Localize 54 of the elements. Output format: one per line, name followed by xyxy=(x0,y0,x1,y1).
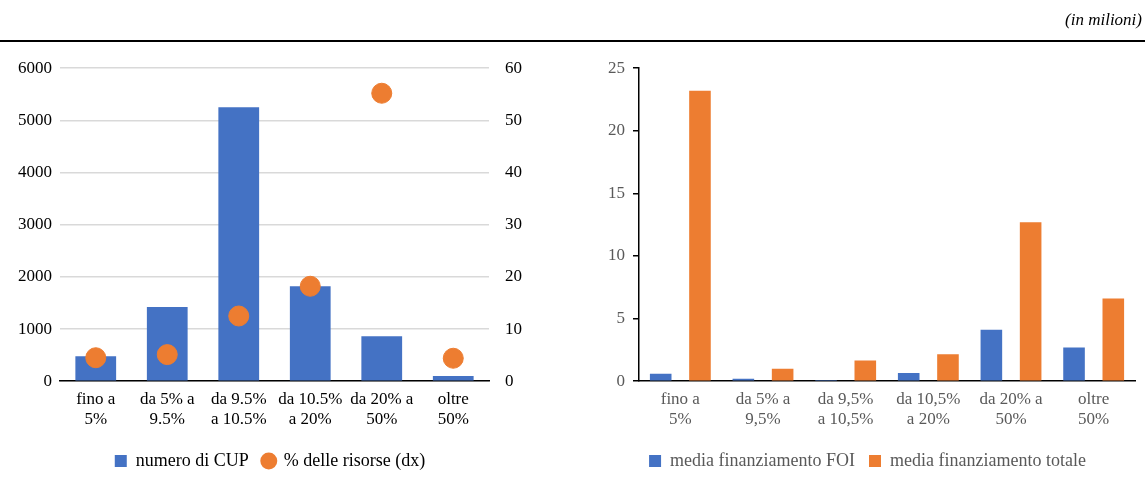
y2-tick-label: 10 xyxy=(505,318,522,338)
x-tick-label: da 20% a 50% xyxy=(979,388,1044,429)
y-tick-label: 5 xyxy=(616,308,625,328)
y-tick-label: 15 xyxy=(608,182,625,202)
y-tick-label: 25 xyxy=(608,57,625,77)
y-tick-label: 6000 xyxy=(18,57,52,77)
legend-label: media finanziamento FOI xyxy=(670,449,856,470)
legend-label: % delle risorse (dx) xyxy=(283,449,426,471)
bar xyxy=(218,107,260,381)
y2-tick-label: 0 xyxy=(505,370,514,390)
x-tick-label: fino a 5% xyxy=(76,388,116,429)
x-tick-label: da 20% a 50% xyxy=(350,388,414,429)
y2-tick-label: 20 xyxy=(505,266,522,286)
x-tick-label: da 9.5% a 10.5% xyxy=(210,388,267,429)
point xyxy=(371,82,393,104)
y-tick-label: 0 xyxy=(43,370,52,390)
y-tick-label: 20 xyxy=(608,120,625,140)
bar xyxy=(897,373,920,381)
bar xyxy=(289,286,331,381)
y-tick-label: 4000 xyxy=(18,162,52,181)
y-tick-label: 3000 xyxy=(18,214,52,234)
x-tick-label: da 10,5% a 20% xyxy=(896,388,961,429)
bar xyxy=(854,360,877,381)
legend-label: numero di CUP xyxy=(135,449,249,470)
y2-tick-label: 60 xyxy=(505,57,522,77)
bar xyxy=(771,368,794,381)
point xyxy=(228,305,250,327)
y2-tick-label: 40 xyxy=(505,162,522,181)
y-tick-label: 0 xyxy=(616,370,625,390)
y-tick-label: 2000 xyxy=(18,266,52,286)
x-tick-label: oltre 50% xyxy=(1078,388,1110,429)
x-tick-label: da 5% a 9,5% xyxy=(735,388,791,429)
bar xyxy=(980,329,1003,381)
bar xyxy=(1063,347,1085,381)
point xyxy=(299,275,321,297)
y-tick-label: 10 xyxy=(608,245,625,265)
bar xyxy=(937,354,959,381)
x-tick-label: da 10.5% a 20% xyxy=(278,388,343,429)
legend-label: media finanziamento totale xyxy=(890,449,1086,470)
bar xyxy=(361,336,403,381)
y2-tick-label: 50 xyxy=(505,109,522,129)
bar xyxy=(1102,298,1125,381)
y-tick-label: 1000 xyxy=(18,318,52,338)
text: (in milioni) xyxy=(1065,10,1142,30)
x-tick-label: da 9,5% a 10,5% xyxy=(817,388,874,429)
x-tick-label: oltre 50% xyxy=(437,388,469,429)
y-tick-label: 5000 xyxy=(18,109,52,129)
x-tick-label: da 5% a 9.5% xyxy=(139,388,196,429)
bar xyxy=(689,90,711,381)
y2-tick-label: 30 xyxy=(505,214,522,234)
x-tick-label: fino a 5% xyxy=(660,388,701,429)
bar xyxy=(1019,222,1042,381)
bar xyxy=(432,375,474,381)
point xyxy=(442,347,464,369)
